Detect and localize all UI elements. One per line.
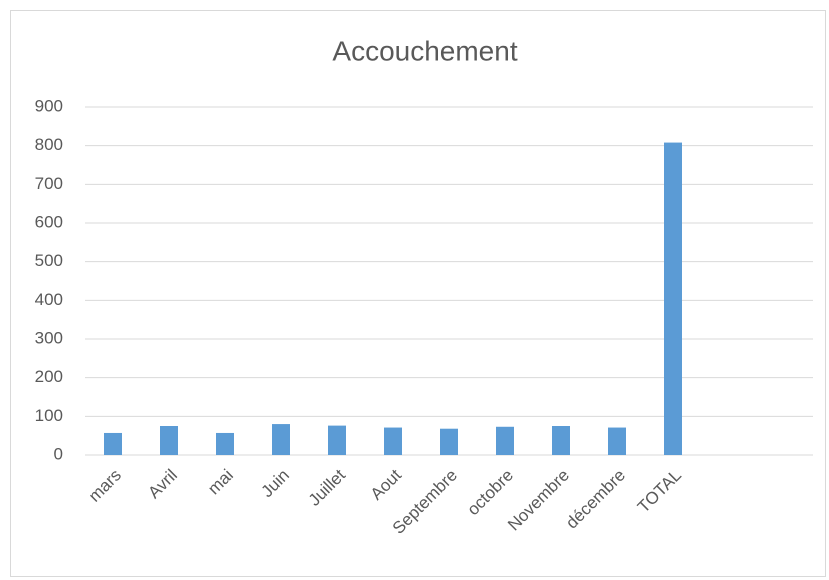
bar — [272, 424, 290, 455]
y-tick-label: 0 — [54, 444, 63, 463]
y-tick-label: 100 — [35, 406, 63, 425]
bar — [664, 142, 682, 455]
bar — [328, 425, 346, 455]
chart-title: Accouchement — [332, 35, 517, 66]
y-tick-label: 500 — [35, 251, 63, 270]
bar — [440, 428, 458, 455]
y-tick-label: 400 — [35, 290, 63, 309]
y-tick-label: 800 — [35, 135, 63, 154]
bar — [160, 426, 178, 455]
bar — [104, 432, 122, 455]
bar — [384, 427, 402, 455]
bar — [608, 427, 626, 455]
bar — [552, 426, 570, 455]
y-tick-label: 300 — [35, 328, 63, 347]
y-tick-label: 600 — [35, 212, 63, 231]
bar — [496, 426, 514, 455]
chart-border — [10, 10, 826, 577]
bar — [216, 432, 234, 455]
y-tick-label: 200 — [35, 367, 63, 386]
y-tick-label: 700 — [35, 174, 63, 193]
y-tick-label: 900 — [35, 96, 63, 115]
